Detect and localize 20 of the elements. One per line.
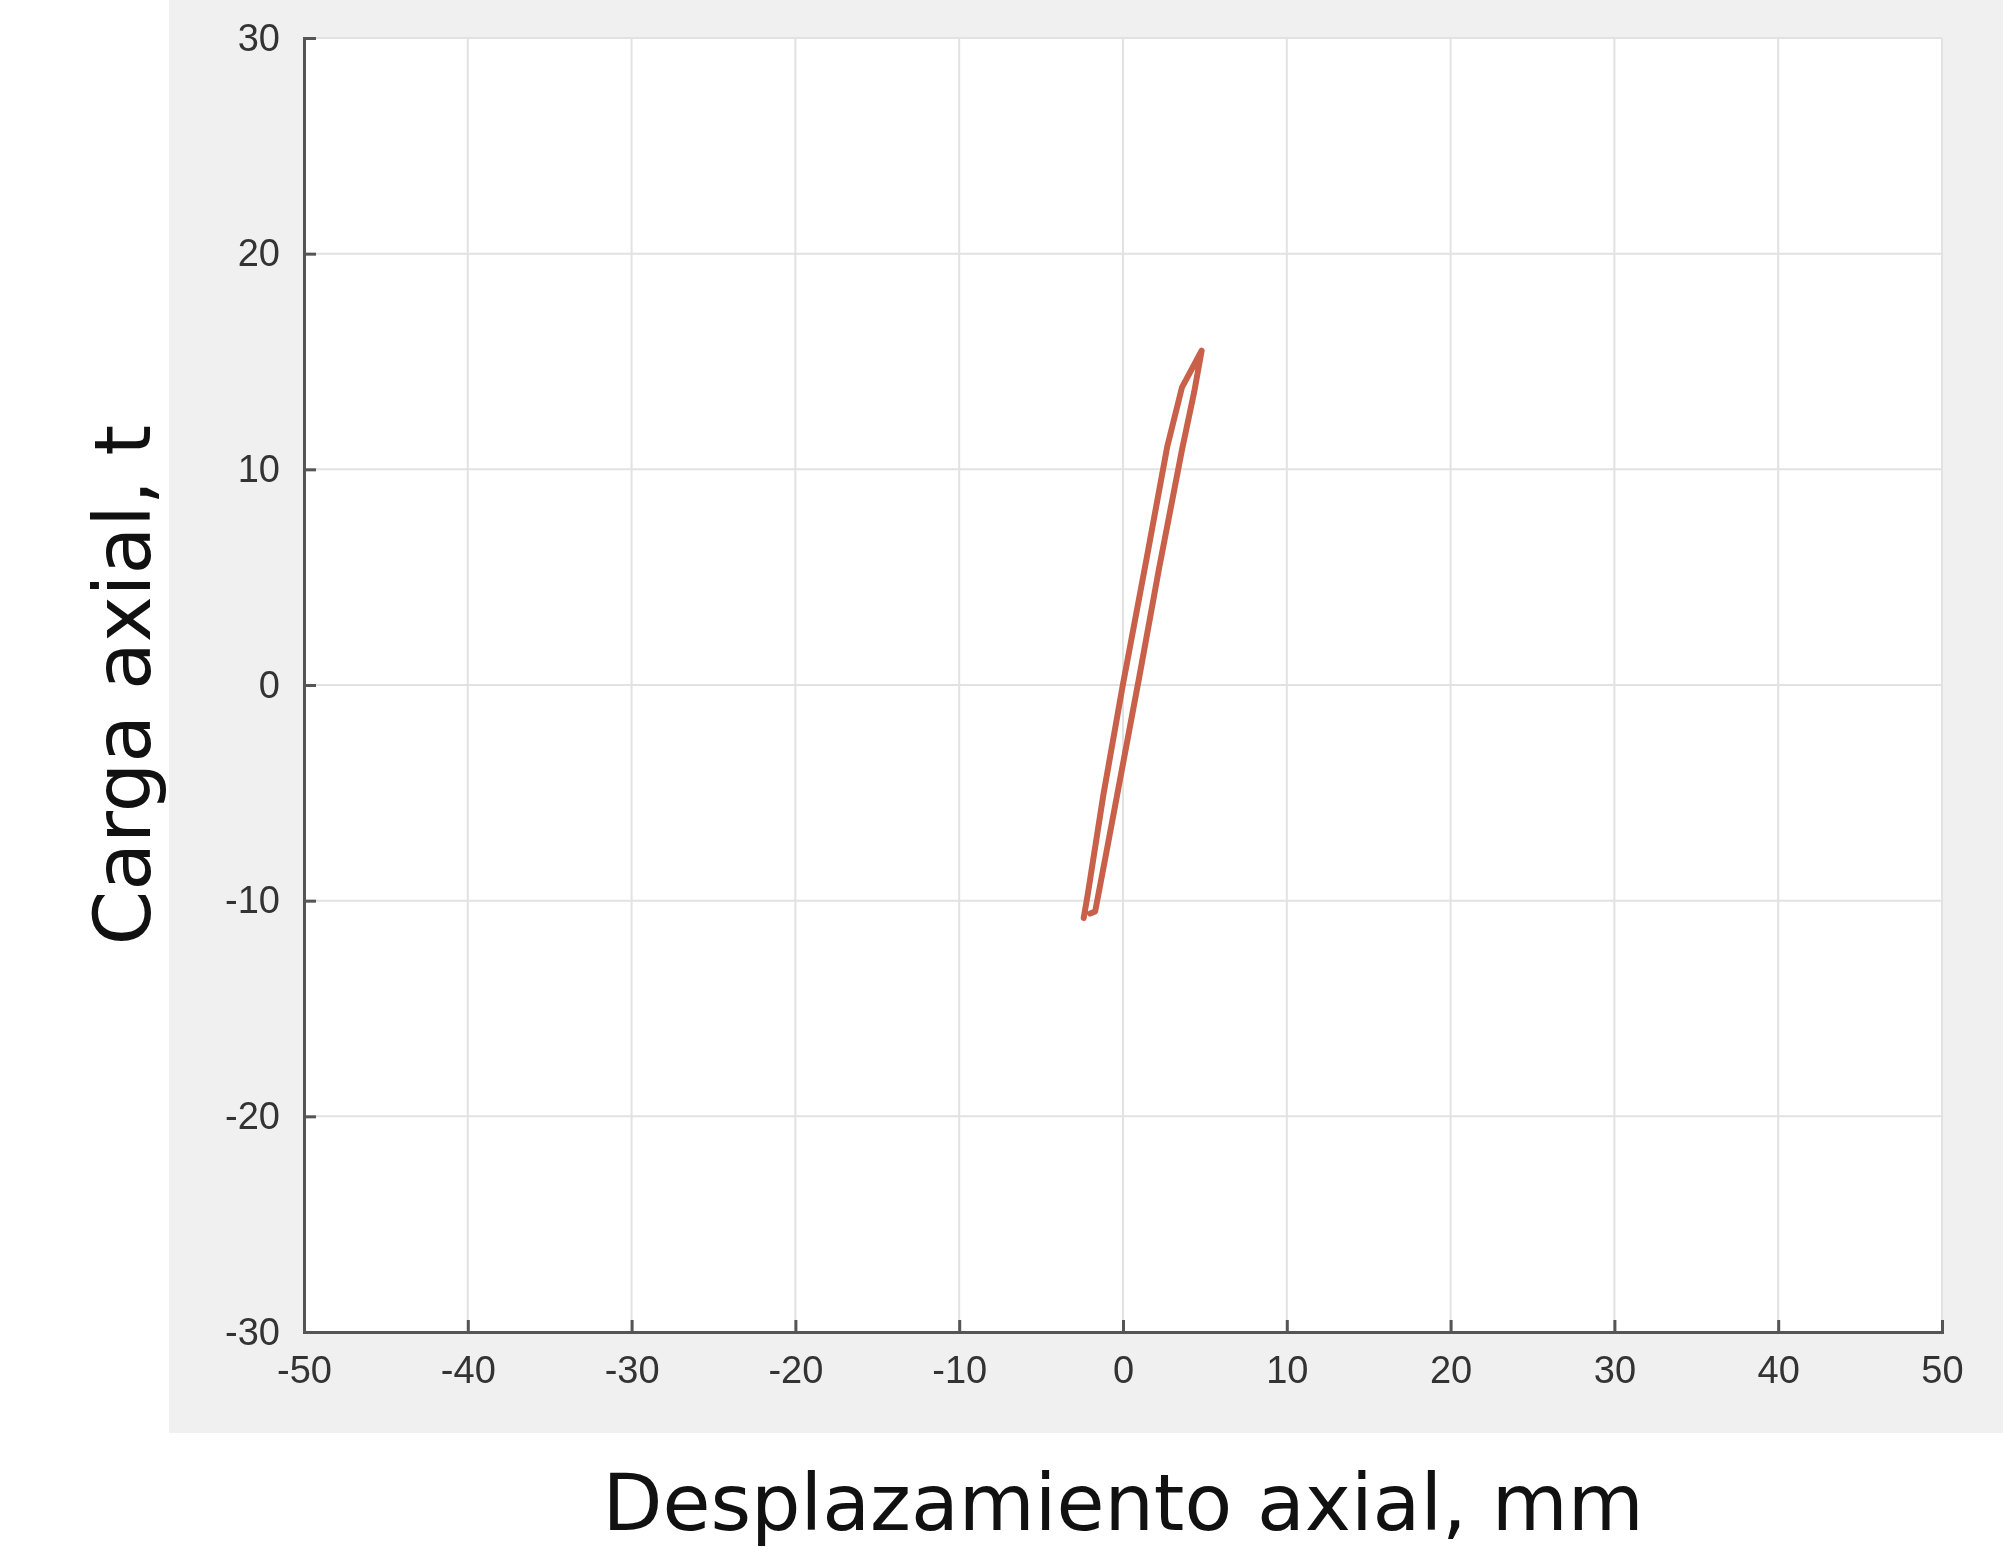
x-tick-label: 50: [1921, 1348, 1964, 1391]
y-tick-label: -30: [225, 1310, 280, 1353]
x-tick-label: -10: [932, 1348, 988, 1391]
y-tick-label: 10: [237, 447, 280, 490]
y-tick-label: 30: [237, 16, 280, 59]
x-tick-label: 40: [1757, 1348, 1800, 1391]
y-tick-label: 20: [237, 232, 280, 275]
x-tick-label: 10: [1266, 1348, 1309, 1391]
y-tick-label: 0: [258, 663, 280, 706]
x-tick-label: 30: [1593, 1348, 1637, 1391]
x-tick-label: -20: [768, 1348, 824, 1391]
x-tick-label: -40: [440, 1348, 496, 1391]
x-tick-label: -50: [277, 1348, 332, 1391]
x-tick-label: -30: [604, 1348, 660, 1391]
x-tick-label: 20: [1429, 1348, 1473, 1391]
x-tick-label: 0: [1112, 1348, 1135, 1391]
y-tick-label: -10: [225, 879, 280, 922]
y-axis-title: Carga axial, t: [78, 424, 168, 946]
x-axis-title: Desplazamiento axial, mm: [602, 1458, 1644, 1548]
y-tick-label: -20: [225, 1094, 280, 1137]
